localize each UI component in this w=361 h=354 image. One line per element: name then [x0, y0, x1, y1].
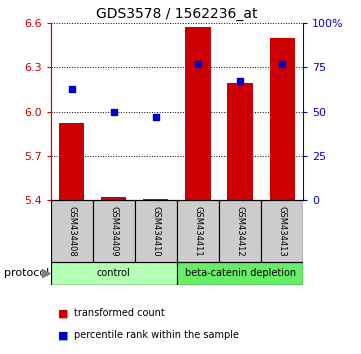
Bar: [185, 27, 210, 200]
Text: GSM434410: GSM434410: [151, 206, 160, 256]
Bar: [143, 199, 169, 200]
Bar: [59, 123, 84, 200]
Text: beta-catenin depletion: beta-catenin depletion: [184, 268, 296, 279]
Point: [237, 79, 243, 84]
Bar: [51, 262, 177, 285]
Text: GSM434408: GSM434408: [67, 206, 76, 256]
Point: [195, 61, 201, 67]
Text: GSM434411: GSM434411: [193, 206, 203, 256]
Bar: [261, 200, 303, 262]
Bar: [177, 200, 219, 262]
Bar: [135, 200, 177, 262]
Text: ■: ■: [58, 330, 68, 340]
Bar: [270, 38, 295, 200]
Point: [111, 109, 117, 114]
Text: control: control: [97, 268, 131, 279]
Bar: [219, 200, 261, 262]
Text: GSM434412: GSM434412: [236, 206, 244, 256]
Title: GDS3578 / 1562236_at: GDS3578 / 1562236_at: [96, 7, 258, 21]
Text: GSM434409: GSM434409: [109, 206, 118, 256]
Text: transformed count: transformed count: [74, 308, 165, 318]
Bar: [93, 200, 135, 262]
Text: ■: ■: [58, 308, 68, 318]
Bar: [227, 84, 253, 200]
Text: percentile rank within the sample: percentile rank within the sample: [74, 330, 239, 340]
Point: [69, 86, 74, 91]
Text: ▶: ▶: [42, 267, 51, 280]
Bar: [51, 200, 93, 262]
Bar: [177, 262, 303, 285]
Text: GSM434413: GSM434413: [278, 206, 287, 256]
Bar: [101, 197, 126, 200]
Text: protocol: protocol: [4, 268, 49, 278]
Point: [153, 114, 159, 120]
Point: [279, 61, 285, 67]
